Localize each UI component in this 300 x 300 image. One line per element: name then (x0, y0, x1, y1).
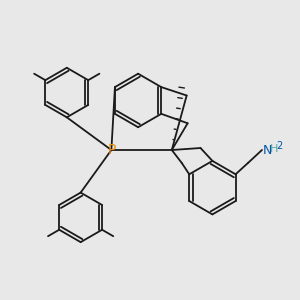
Text: H: H (270, 144, 278, 154)
Text: 2: 2 (276, 141, 282, 151)
Text: P: P (107, 143, 116, 157)
Text: N: N (263, 143, 272, 157)
